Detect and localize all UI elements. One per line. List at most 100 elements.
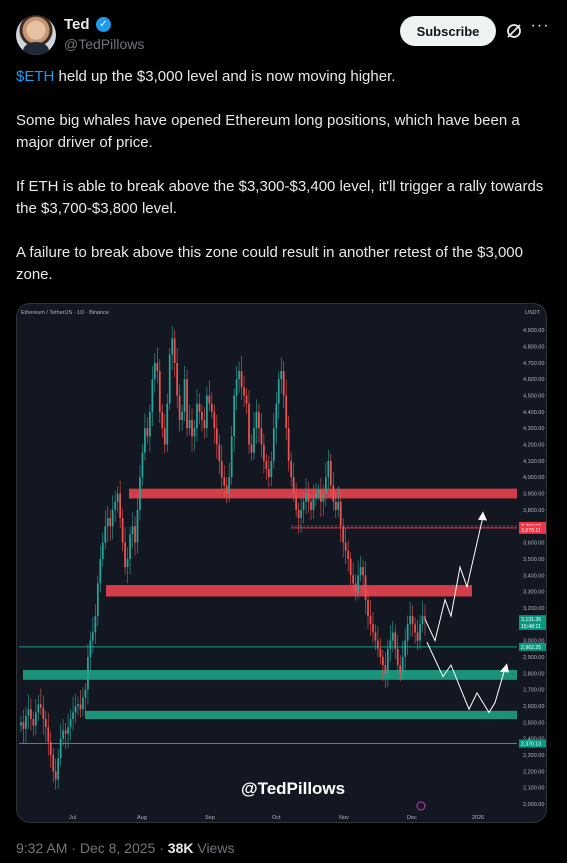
candle-body — [223, 477, 226, 486]
bullish-projection-arrow — [424, 516, 484, 643]
candle-body — [193, 428, 196, 437]
candle-body — [235, 379, 238, 396]
candle-body — [230, 436, 233, 478]
candle-body — [111, 509, 114, 527]
subscribe-button[interactable]: Subscribe — [400, 16, 496, 46]
candle-body — [322, 493, 325, 502]
candle-body — [379, 648, 382, 657]
y-tick-label: 4,100.00 — [523, 459, 544, 465]
candle-body — [82, 697, 84, 710]
candle-body — [238, 371, 240, 380]
price-tag-label: 2,370.13 — [521, 742, 541, 748]
x-tick-label: Sep — [205, 815, 215, 821]
candle-body — [171, 338, 174, 355]
candle-body — [25, 715, 27, 729]
candle-body — [421, 616, 424, 625]
candle-body — [300, 509, 302, 519]
candle-body — [411, 616, 414, 625]
candle-body — [64, 730, 67, 734]
candle-body — [327, 460, 330, 478]
candle-body — [49, 741, 52, 755]
candle-body — [131, 526, 134, 535]
y-tick-label: 4,400.00 — [523, 410, 544, 416]
author-handle[interactable]: @TedPillows — [64, 36, 145, 52]
candle-body — [84, 689, 87, 698]
candle-body — [285, 395, 288, 429]
price-tag-label: 3,131.36 — [521, 617, 541, 623]
chart-image[interactable]: Ethereum / TetherUS · 1D · Binance USDT 2,… — [16, 303, 547, 823]
candle-body — [228, 477, 231, 494]
y-tick-label: 2,900.00 — [523, 655, 544, 661]
candle-body — [87, 656, 89, 690]
y-tick-label: 4,300.00 — [523, 426, 544, 432]
tweet-time[interactable]: 9:32 AM — [16, 840, 68, 856]
author-name[interactable]: Ted — [64, 16, 90, 33]
candle-body — [329, 460, 332, 486]
candle-body — [243, 387, 245, 396]
candle-body — [126, 558, 129, 568]
candle-body — [384, 665, 387, 674]
candle-body — [44, 719, 47, 728]
candle-body — [181, 411, 183, 421]
tweet-paragraph-1-text: held up the $3,000 level and is now movi… — [54, 68, 396, 85]
cashtag-link[interactable]: $ETH — [16, 68, 55, 85]
candle-body — [401, 656, 404, 674]
more-options-icon[interactable]: ··· — [530, 17, 550, 34]
candle-body — [22, 722, 25, 729]
avatar[interactable] — [16, 15, 56, 55]
y-tick-label: 4,000.00 — [523, 475, 544, 481]
candle-body — [136, 509, 139, 543]
tweet-paragraph-1: $ETH held up the $3,000 level and is now… — [16, 66, 546, 88]
candle-body — [27, 709, 30, 716]
tv-badge-icon — [416, 801, 426, 811]
chart-watermark: @TedPillows — [241, 779, 345, 798]
tweet-text: $ETH held up the $3,000 level and is now… — [16, 66, 546, 308]
candle-body — [282, 371, 285, 396]
candle-body — [297, 509, 300, 519]
chart-header-text: Ethereum / TetherUS · 1D · Binance — [21, 310, 109, 316]
price-tag — [519, 615, 546, 624]
candle-body — [295, 493, 297, 510]
candle-body — [344, 542, 347, 551]
grok-icon[interactable] — [505, 22, 523, 40]
tweet-date[interactable]: Dec 8, 2025 — [79, 840, 156, 856]
candle-body — [149, 411, 151, 437]
candle-body — [176, 362, 179, 396]
y-tick-label: 4,200.00 — [523, 443, 544, 449]
candle-body — [20, 722, 22, 726]
tweet-paragraph-3: If ETH is able to break above the $3,300… — [16, 178, 544, 217]
candle-body — [339, 501, 342, 527]
candle-body — [255, 411, 258, 429]
candle-body — [377, 640, 379, 649]
x-tick-label: 2026 — [472, 815, 484, 821]
candle-body — [153, 362, 156, 380]
price-tag — [519, 621, 546, 630]
y-tick-label: 4,900.00 — [523, 328, 544, 334]
candle-body — [267, 469, 270, 478]
y-tick-label: 3,800.00 — [523, 508, 544, 514]
tweet-paragraph-4: A failure to break above this zone could… — [16, 244, 523, 283]
candle-body — [362, 567, 364, 576]
candle-body — [310, 501, 312, 510]
y-tick-label: 3,200.00 — [523, 606, 544, 612]
x-tick-label: Aug — [137, 815, 147, 821]
candle-body — [275, 403, 278, 429]
candle-body — [121, 518, 124, 543]
candle-body — [101, 542, 104, 559]
candle-body — [258, 411, 260, 429]
x-tick-label: Oct — [272, 815, 281, 821]
y-tick-label: 4,800.00 — [523, 345, 544, 351]
candle-body — [287, 428, 290, 461]
candle-body — [399, 665, 402, 674]
candle-body — [47, 727, 50, 742]
candle-body — [89, 640, 92, 657]
candle-body — [178, 395, 181, 421]
candle-body — [30, 709, 32, 720]
candle-body — [250, 444, 253, 453]
candle-body — [394, 632, 397, 649]
candle-body — [106, 518, 109, 527]
candle-body — [210, 403, 213, 412]
tweet-paragraph-2: Some big whales have opened Ethereum lon… — [16, 112, 520, 151]
candle-body — [134, 526, 136, 543]
candle-body — [156, 362, 159, 372]
